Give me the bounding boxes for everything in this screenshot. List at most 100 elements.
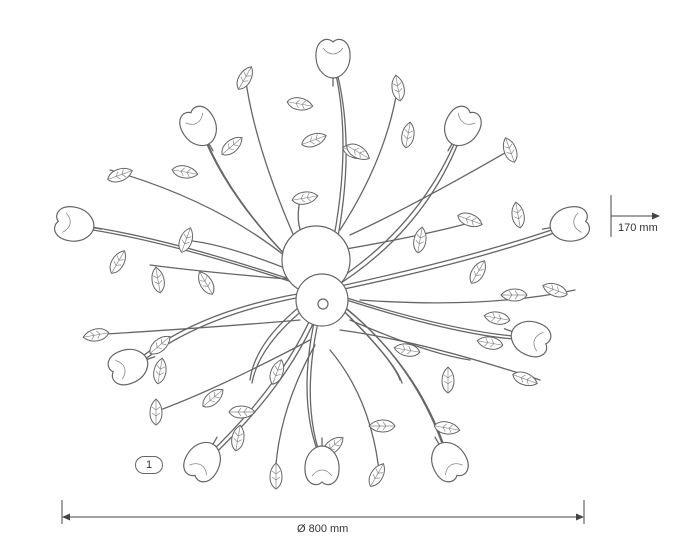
leaf-vein: [233, 426, 243, 450]
flower-shade: [444, 105, 482, 152]
leaf: [291, 191, 319, 205]
flower-cup: [444, 105, 482, 147]
item-number-badge: 1: [135, 456, 163, 474]
leaf-vein: [502, 290, 526, 300]
leaf: [368, 419, 396, 433]
flower-socket: [447, 143, 453, 152]
leaf-twig: [359, 289, 576, 304]
flower-shade: [304, 437, 340, 486]
leaf: [542, 282, 568, 298]
leaf: [476, 336, 504, 350]
leaf-vein: [478, 338, 502, 348]
diameter-left-arrowhead: [62, 513, 70, 521]
leaf: [500, 288, 528, 302]
leaf-vein: [403, 123, 413, 147]
flower-cup: [549, 206, 591, 242]
leaf: [236, 66, 253, 90]
flower-shade: [541, 206, 591, 242]
branch-stem-outline: [79, 227, 326, 294]
leaf-twig: [159, 339, 311, 411]
leaf: [441, 366, 455, 394]
leaf-twig: [179, 239, 291, 271]
flower-cup: [107, 348, 149, 386]
diameter-dimension-label: Ø 800 mm: [297, 523, 349, 535]
leaf-vein: [435, 423, 459, 433]
leaf: [82, 328, 110, 342]
leaf-vein: [485, 313, 509, 323]
flower-cup: [53, 206, 95, 242]
leaf: [502, 137, 518, 163]
flower-shade: [183, 436, 221, 483]
flower-petal-edge: [457, 112, 476, 125]
flower-shade: [431, 436, 469, 483]
leaf: [346, 143, 370, 160]
leaf-vein: [153, 268, 163, 292]
leaf-vein: [173, 167, 197, 177]
leaf: [433, 421, 461, 435]
leaf-twig: [339, 219, 481, 251]
leaf-twig: [329, 349, 381, 481]
leaf: [109, 250, 126, 274]
leaf: [286, 97, 314, 111]
flower-socket: [503, 328, 513, 333]
flower-petal-edge: [311, 469, 333, 477]
flower-petal-edge: [115, 360, 126, 380]
leaf-vein: [504, 138, 515, 162]
leaf-vein: [370, 421, 394, 431]
leaf: [107, 167, 133, 183]
flower-socket: [208, 143, 214, 152]
leaf-vein: [370, 464, 384, 486]
flower-cup: [510, 320, 552, 358]
leaf-twig: [349, 319, 471, 361]
leaf: [153, 357, 167, 385]
leaf-vein: [513, 203, 523, 227]
flower-petal-edge: [573, 212, 582, 233]
flower-petal-edge: [185, 112, 204, 125]
branch-stem: [321, 289, 528, 338]
leaf-vein: [155, 359, 165, 383]
flower-shade: [315, 38, 351, 87]
leaf-vein: [543, 284, 567, 295]
central-canopy: [281, 225, 351, 327]
leaf-twig: [149, 264, 301, 281]
leaf: [512, 371, 538, 387]
flower-petal-edge: [444, 463, 463, 476]
leaf: [151, 266, 165, 294]
branch-stem-outline: [324, 132, 463, 294]
leaf-vein: [513, 374, 537, 385]
flower-shades: [53, 38, 591, 486]
flower-petal-edge: [533, 332, 544, 352]
flower-petal-edge: [189, 463, 208, 476]
leaf: [511, 201, 525, 229]
leaf-vein: [111, 251, 125, 273]
height-dimension-marker: [610, 195, 660, 237]
flower-shade: [107, 348, 156, 386]
branch-stem-outline: [324, 292, 530, 341]
leaf-vein: [288, 99, 312, 109]
leaf: [231, 424, 245, 452]
flower-cup: [183, 441, 221, 483]
leaf: [198, 271, 215, 295]
leaf: [221, 137, 243, 156]
leaf-vein: [347, 145, 369, 159]
leaf: [228, 405, 256, 419]
branch-stem: [131, 289, 323, 366]
flower-socket: [541, 227, 551, 230]
leaf-twig: [339, 329, 541, 381]
leaf-vein: [238, 67, 252, 89]
leaf: [269, 462, 283, 490]
leaf: [202, 389, 224, 408]
leaf-twig: [244, 74, 301, 251]
flower-socket: [146, 356, 156, 361]
flower-cup: [304, 445, 340, 486]
flower-cup: [431, 441, 469, 483]
leaf-vein: [415, 228, 425, 252]
leaf-vein: [272, 360, 283, 384]
leaf-vein: [271, 464, 281, 488]
leaf: [149, 398, 163, 426]
leaf: [178, 227, 194, 253]
leaf-vein: [393, 76, 403, 100]
height-arrowhead: [652, 212, 660, 220]
branch-stem-outline: [324, 292, 450, 462]
